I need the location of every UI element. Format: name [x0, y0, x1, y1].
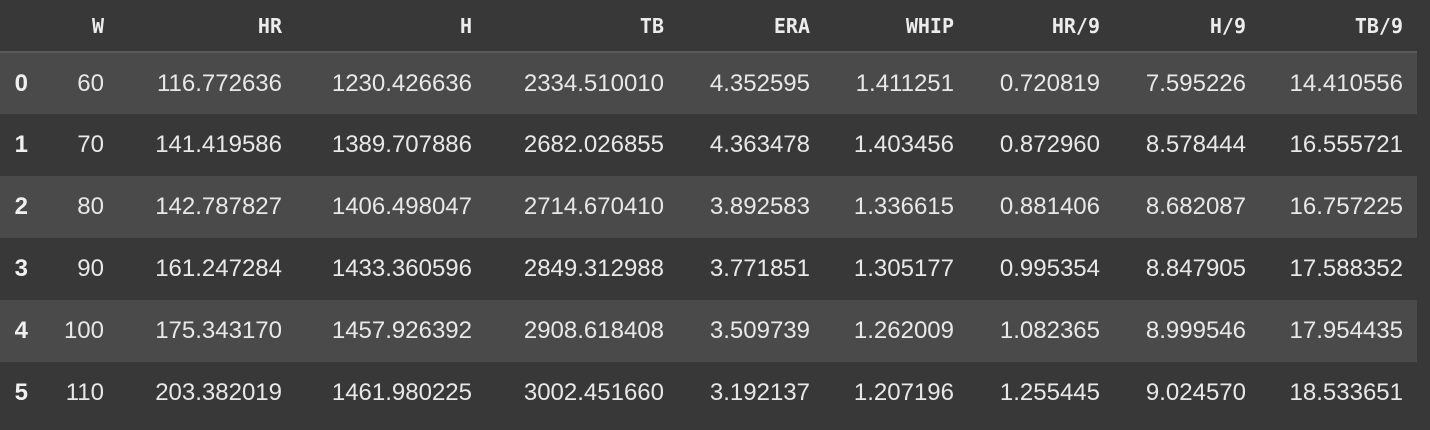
table-cell: 8.682087: [1145, 193, 1246, 220]
table-cell: 8.999546: [1145, 317, 1246, 344]
table-cell: 1406.498047: [331, 193, 472, 220]
index-header: [0, 0, 42, 52]
table-cell: 0.872960: [999, 131, 1100, 158]
column-header-tb: TB: [639, 13, 664, 38]
table-cell: 141.419586: [155, 131, 282, 158]
table-cell: 2682.026855: [523, 131, 664, 158]
table-cell: 3.192137: [709, 379, 810, 406]
table-cell: 142.787827: [155, 193, 282, 220]
table-cell: 3002.451660: [523, 379, 664, 406]
table-cell: 110: [65, 379, 104, 406]
table-cell: 1389.707886: [331, 131, 472, 158]
column-header-w: W: [91, 13, 104, 38]
column-header-era: ERA: [773, 13, 810, 38]
table-cell: 9.024570: [1145, 379, 1246, 406]
table-cell: 1.305177: [853, 255, 954, 282]
table-cell: 1.411251: [855, 69, 954, 97]
table-cell: 8.847905: [1145, 255, 1246, 282]
table-cell: 4.352595: [709, 69, 810, 97]
table-cell: 17.588352: [1289, 255, 1403, 282]
table-cell: 3.892583: [709, 193, 810, 220]
table-cell: 7.595226: [1145, 69, 1246, 97]
table-cell: 1.336615: [853, 193, 954, 220]
table-cell: 17.954435: [1289, 317, 1403, 344]
table-cell: 1457.926392: [331, 317, 472, 344]
table-cell: 0.995354: [999, 255, 1100, 282]
table-cell: 16.757225: [1289, 193, 1403, 220]
table-cell: 1.082365: [999, 317, 1100, 344]
column-header-hr: HR: [257, 13, 282, 38]
header-row: W HR H TB ERA WHIP HR/9 H/9 TB/9: [0, 0, 1417, 52]
table-cell: 1461.980225: [331, 379, 472, 406]
table-cell: 16.555721: [1289, 131, 1403, 158]
table-cell: 70: [77, 131, 104, 158]
table-cell: 1433.360596: [331, 255, 472, 282]
column-header-h9: H/9: [1209, 13, 1246, 38]
row-index: 4: [14, 317, 28, 344]
table-cell: 2334.510010: [523, 69, 664, 97]
table-cell: 116.772636: [156, 69, 282, 97]
table-row: 3 90 161.247284 1433.360596 2849.312988 …: [0, 238, 1417, 300]
table-cell: 2714.670410: [523, 193, 664, 220]
table-header: W HR H TB ERA WHIP HR/9 H/9 TB/9: [0, 0, 1417, 52]
table-row: 0 60 116.772636 1230.426636 2334.510010 …: [0, 52, 1417, 114]
table-cell: 18.533651: [1289, 379, 1403, 406]
table-cell: 203.382019: [155, 379, 282, 406]
row-index: 5: [14, 379, 28, 406]
table-cell: 3.771851: [709, 255, 810, 282]
table-body: 0 60 116.772636 1230.426636 2334.510010 …: [0, 52, 1417, 424]
table-cell: 1.403456: [853, 131, 954, 158]
table-cell: 0.720819: [999, 69, 1100, 97]
table-cell: 60: [77, 69, 104, 97]
column-header-whip: WHIP: [905, 13, 954, 38]
table-cell: 2908.618408: [523, 317, 664, 344]
dataframe-table: W HR H TB ERA WHIP HR/9 H/9 TB/9 0 60 11…: [0, 0, 1417, 424]
table-cell: 4.363478: [709, 131, 810, 158]
table-row: 2 80 142.787827 1406.498047 2714.670410 …: [0, 176, 1417, 238]
column-header-hr9: HR/9: [1051, 13, 1100, 38]
table-cell: 8.578444: [1145, 131, 1246, 158]
table-row: 1 70 141.419586 1389.707886 2682.026855 …: [0, 114, 1417, 176]
column-header-tb9: TB/9: [1354, 13, 1403, 38]
table-cell: 90: [77, 255, 104, 282]
table-cell: 175.343170: [155, 317, 282, 344]
table-cell: 100: [63, 317, 104, 344]
table-cell: 1.255445: [999, 379, 1100, 406]
table-cell: 14.410556: [1289, 69, 1403, 97]
table-row: 4 100 175.343170 1457.926392 2908.618408…: [0, 300, 1417, 362]
table-cell: 1230.426636: [331, 69, 472, 97]
row-index: 0: [14, 69, 28, 97]
table-cell: 161.247284: [155, 255, 282, 282]
row-index: 2: [14, 193, 28, 220]
row-index: 3: [14, 255, 28, 282]
table-row: 5 110 203.382019 1461.980225 3002.451660…: [0, 362, 1417, 424]
table-cell: 1.207196: [853, 379, 954, 406]
table-cell: 0.881406: [999, 193, 1100, 220]
table-cell: 3.509739: [709, 317, 810, 344]
table-cell: 1.262009: [853, 317, 954, 344]
table-cell: 2849.312988: [523, 255, 664, 282]
table-cell: 80: [77, 193, 104, 220]
row-index: 1: [14, 131, 28, 158]
column-header-h: H: [459, 13, 472, 38]
